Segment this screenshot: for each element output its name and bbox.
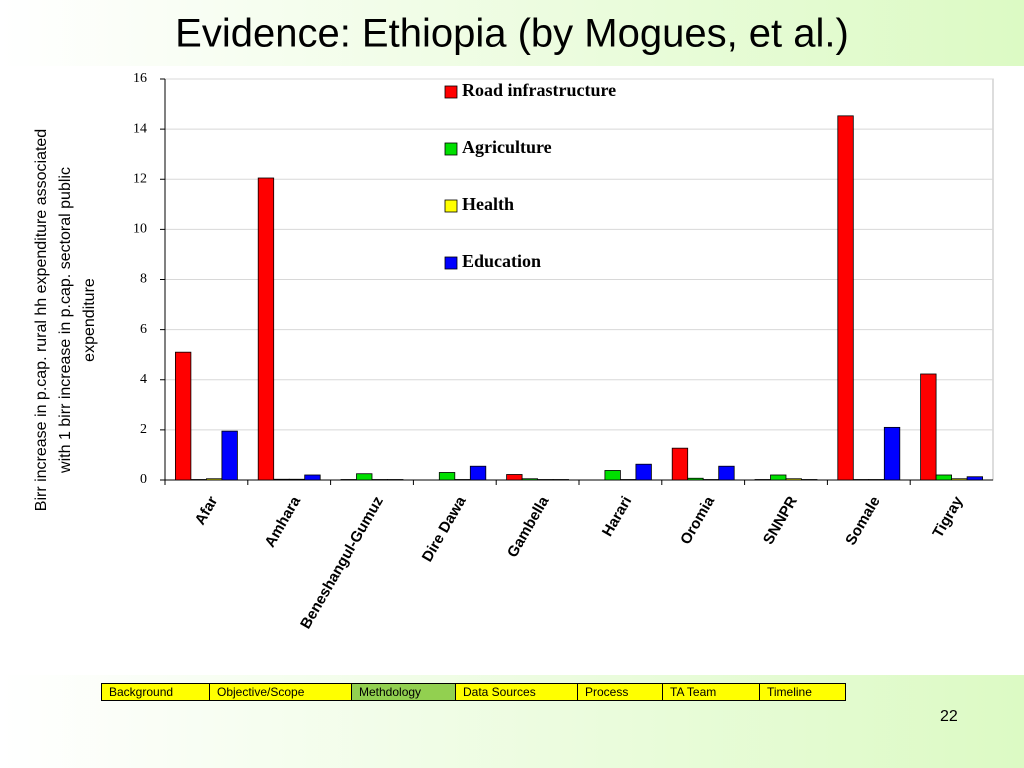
y-tick-label: 16 [133,71,147,86]
legend-label: Road infrastructure [462,80,616,100]
bar [387,479,404,481]
bar [935,474,952,481]
nav-item[interactable]: Data Sources [456,684,578,700]
x-tick-label: Oromia [677,493,718,548]
bar [920,373,937,481]
bar [438,472,456,481]
bar [754,479,771,481]
chart: 0 2 4 6 8 10 12 14 16 Birr increase in p.cap. rur… [33,71,994,632]
x-tick-label: SNNPR [760,493,801,547]
header-band [0,0,1024,66]
nav-item[interactable]: Process [578,684,663,700]
bar [785,478,802,481]
nav-item[interactable]: Background [102,684,210,700]
bar [852,479,870,481]
bar [288,478,306,481]
bar [371,479,388,481]
bar [506,474,523,481]
legend-label: Agriculture [462,137,552,157]
bar [671,447,689,481]
y-tick-label: 8 [140,272,147,287]
bar [340,479,357,481]
x-tick-label: Amhara [261,493,304,550]
y-axis-label: expenditure [81,278,98,362]
x-tick-label: Afar [192,493,222,528]
legend-swatch [444,85,458,99]
y-tick-label: 2 [140,422,147,437]
bar [801,479,818,481]
bar [537,479,554,481]
bar [604,470,621,481]
bar [304,474,321,481]
y-tick-label: 14 [133,121,147,136]
legend-swatch [444,142,458,156]
bar [883,426,901,481]
legend-label: Education [462,251,541,271]
bar [702,479,720,481]
bar [868,479,885,481]
y-axis-label: Birr increase in p.cap. rural hh expendi… [33,129,50,511]
y-tick-label: 6 [140,322,147,337]
x-tick-label: Gambella [504,493,553,561]
bar [521,478,538,481]
bar [951,478,968,481]
bar [837,115,854,481]
nav-item[interactable]: Timeline [767,685,812,699]
bar [635,463,652,481]
nav-item[interactable]: TA Team [663,684,760,700]
bar [552,479,569,481]
y-axis-label: with 1 birr increase in p.cap. sectoral … [57,167,74,474]
bar [190,479,207,481]
y-tick-label: 4 [140,372,147,387]
y-tick-label: 12 [133,171,147,186]
legend-swatch [444,256,458,270]
legend-label: Health [462,194,514,214]
nav-bar: Background Objective/Scope Methdology Data … [101,683,846,701]
x-tick-label: Tigray [929,493,966,541]
bar [356,473,373,481]
slide-title: Evidence: Ethiopia (by Mogues, et al.) [175,12,849,56]
bar [687,477,704,481]
bar [174,351,192,481]
x-tick-label: Harari [599,493,635,539]
bar [966,476,983,481]
nav-item[interactable]: Objective/Scope [210,684,352,700]
page-number: 22 [940,708,958,725]
x-tick-label: Dire Dawa [419,493,470,565]
x-tick-label: Somale [842,493,883,548]
bar [454,479,471,481]
bar [257,177,275,481]
legend-swatch [444,199,458,213]
bar [469,465,487,481]
y-tick-label: 0 [140,472,147,487]
nav-item[interactable]: Methdology [352,684,456,700]
bar [718,465,735,481]
bar [273,478,290,481]
x-tick-label: Beneshangul-Gumuz [297,493,387,631]
bar [620,479,637,481]
bar [770,474,787,481]
bar [221,430,238,481]
y-tick-label: 10 [133,222,147,237]
bar [205,478,223,481]
